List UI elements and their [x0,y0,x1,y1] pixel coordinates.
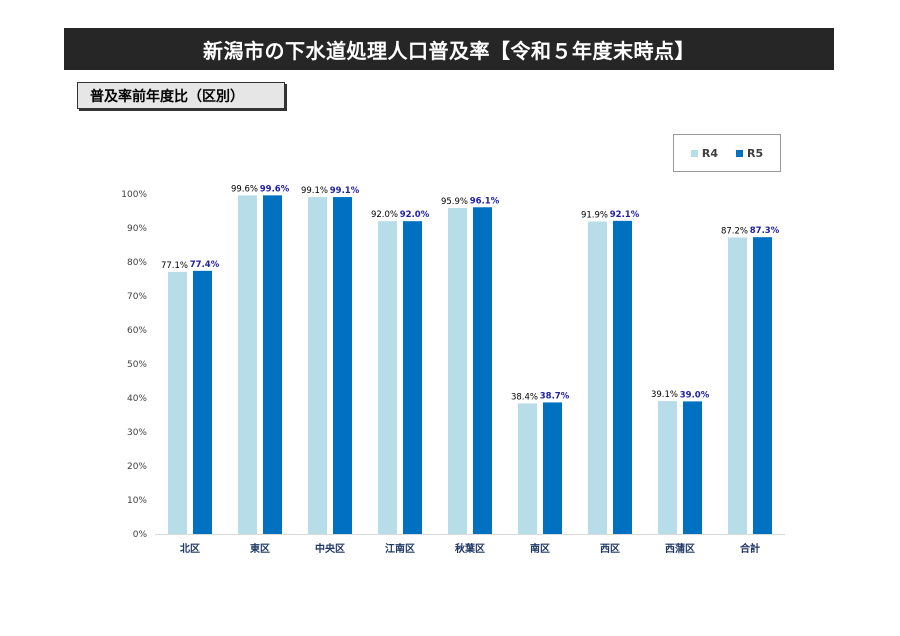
legend-label-r5: R5 [747,146,764,160]
chart-legend: R4 R5 [673,134,781,172]
page-title: 新潟市の下水道処理人口普及率【令和５年度末時点】 [64,28,834,70]
bar-r5 [683,401,702,534]
bar-r5 [613,220,632,535]
bar-r4 [308,197,327,534]
y-tick-label: 80% [127,258,147,268]
data-label-r5: 38.7% [540,391,570,401]
bar-r5 [753,237,772,534]
bar-r5 [193,270,212,534]
data-label-r4: 87.2% [721,227,748,237]
y-tick-label: 20% [127,462,147,472]
x-category-label: 中央区 [315,542,345,555]
x-category-label: 東区 [250,542,270,555]
data-label-r4: 38.4% [511,392,538,402]
data-label-r4: 95.9% [441,197,468,207]
bar-r5 [403,221,422,534]
y-tick-label: 40% [127,394,147,404]
data-label-r5: 96.1% [470,196,500,206]
data-label-r4: 99.6% [231,184,258,194]
y-tick-label: 90% [127,224,147,234]
bar-r5 [333,197,352,534]
y-tick-label: 10% [127,496,147,506]
y-tick-label: 100% [121,190,147,200]
legend-swatch-r5 [736,149,743,157]
x-category-label: 北区 [180,542,200,555]
y-tick-label: 30% [127,428,147,438]
legend-swatch-r4 [690,149,698,157]
bar-r5 [473,207,492,534]
data-label-r5: 87.3% [750,226,780,236]
data-label-r5: 92.0% [400,210,430,220]
x-category-label: 西区 [600,543,620,555]
data-label-r4: 39.1% [651,390,678,400]
data-label-r5: 77.4% [190,260,220,270]
bar-r5 [263,195,282,535]
bar-r4 [728,237,747,534]
bar-r4 [378,221,397,534]
bar-r4 [238,195,257,535]
bar-r4 [448,207,467,534]
bar-r4 [658,401,677,534]
legend-item-r5: R5 [736,147,763,160]
data-label-r5: 39.0% [680,390,710,400]
x-category-label: 合計 [739,542,760,555]
bar-r4 [518,403,537,534]
data-label-r4: 77.1% [161,261,188,271]
data-label-r4: 99.1% [301,186,328,196]
data-label-r5: 99.1% [330,186,360,196]
section-subtitle: 普及率前年度比（区別） [77,82,285,109]
data-label-r4: 91.9% [581,211,608,221]
bar-r5 [543,402,562,534]
y-tick-label: 0% [133,530,148,540]
data-label-r5: 99.6% [260,184,290,194]
data-label-r5: 92.1% [610,210,640,220]
data-label-r4: 92.0% [371,210,398,220]
y-tick-label: 60% [127,326,147,336]
bar-r4 [588,221,607,535]
x-category-label: 江南区 [385,542,415,555]
x-category-label: 南区 [530,542,550,555]
y-tick-label: 50% [127,360,147,370]
legend-item-r4: R4 [690,146,718,160]
x-category-label: 西蒲区 [665,542,695,555]
legend-label-r4: R4 [701,146,718,160]
y-tick-label: 70% [127,292,147,302]
bar-r4 [168,271,187,534]
x-category-label: 秋葉区 [455,542,485,555]
